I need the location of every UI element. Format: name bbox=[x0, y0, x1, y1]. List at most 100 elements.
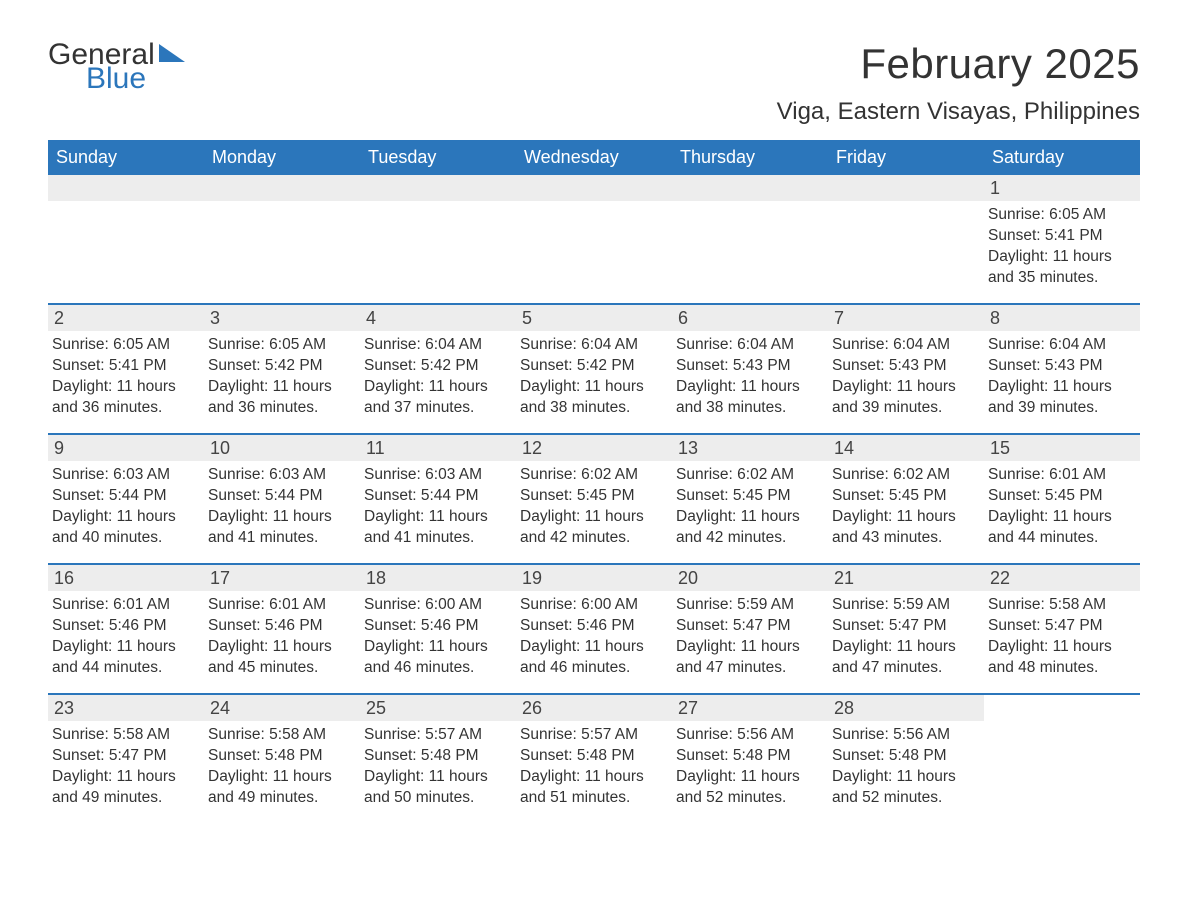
sunset-text: Sunset: 5:47 PM bbox=[832, 616, 978, 637]
day-info: Sunrise: 6:02 AMSunset: 5:45 PMDaylight:… bbox=[828, 461, 984, 553]
daylight-text: Daylight: 11 hours and 46 minutes. bbox=[520, 637, 666, 679]
weekday-cell: Tuesday bbox=[360, 140, 516, 175]
day-cell: 23Sunrise: 5:58 AMSunset: 5:47 PMDayligh… bbox=[48, 695, 204, 823]
sunrise-text: Sunrise: 6:05 AM bbox=[988, 205, 1134, 226]
daylight-text: Daylight: 11 hours and 51 minutes. bbox=[520, 767, 666, 809]
daylight-text: Daylight: 11 hours and 50 minutes. bbox=[364, 767, 510, 809]
sunset-text: Sunset: 5:48 PM bbox=[364, 746, 510, 767]
day-cell: 13Sunrise: 6:02 AMSunset: 5:45 PMDayligh… bbox=[672, 435, 828, 563]
day-number-bar: 2 bbox=[48, 305, 204, 331]
day-number-bar: 23 bbox=[48, 695, 204, 721]
day-info: Sunrise: 6:04 AMSunset: 5:43 PMDaylight:… bbox=[672, 331, 828, 423]
day-info: Sunrise: 6:04 AMSunset: 5:43 PMDaylight:… bbox=[828, 331, 984, 423]
day-cell: 2Sunrise: 6:05 AMSunset: 5:41 PMDaylight… bbox=[48, 305, 204, 433]
daylight-text: Daylight: 11 hours and 35 minutes. bbox=[988, 247, 1134, 289]
calendar: SundayMondayTuesdayWednesdayThursdayFrid… bbox=[48, 140, 1140, 823]
daylight-text: Daylight: 11 hours and 52 minutes. bbox=[676, 767, 822, 809]
daylight-text: Daylight: 11 hours and 36 minutes. bbox=[208, 377, 354, 419]
day-info: Sunrise: 6:04 AMSunset: 5:43 PMDaylight:… bbox=[984, 331, 1140, 423]
day-cell: 5Sunrise: 6:04 AMSunset: 5:42 PMDaylight… bbox=[516, 305, 672, 433]
location: Viga, Eastern Visayas, Philippines bbox=[777, 98, 1140, 126]
day-number-bar: 11 bbox=[360, 435, 516, 461]
day-info: Sunrise: 5:58 AMSunset: 5:48 PMDaylight:… bbox=[204, 721, 360, 813]
day-number-bar: 7 bbox=[828, 305, 984, 331]
day-info: Sunrise: 6:01 AMSunset: 5:46 PMDaylight:… bbox=[204, 591, 360, 683]
sunset-text: Sunset: 5:42 PM bbox=[208, 356, 354, 377]
day-cell: 24Sunrise: 5:58 AMSunset: 5:48 PMDayligh… bbox=[204, 695, 360, 823]
sunset-text: Sunset: 5:43 PM bbox=[676, 356, 822, 377]
day-cell: 12Sunrise: 6:02 AMSunset: 5:45 PMDayligh… bbox=[516, 435, 672, 563]
day-number-bar: 15 bbox=[984, 435, 1140, 461]
daylight-text: Daylight: 11 hours and 44 minutes. bbox=[52, 637, 198, 679]
daylight-text: Daylight: 11 hours and 49 minutes. bbox=[52, 767, 198, 809]
day-cell: 1Sunrise: 6:05 AMSunset: 5:41 PMDaylight… bbox=[984, 175, 1140, 303]
sunset-text: Sunset: 5:48 PM bbox=[676, 746, 822, 767]
daylight-text: Daylight: 11 hours and 41 minutes. bbox=[208, 507, 354, 549]
day-number-bar: 3 bbox=[204, 305, 360, 331]
day-number-bar: 19 bbox=[516, 565, 672, 591]
day-number-bar: 12 bbox=[516, 435, 672, 461]
sunrise-text: Sunrise: 5:59 AM bbox=[676, 595, 822, 616]
day-number-bar: 25 bbox=[360, 695, 516, 721]
day-info: Sunrise: 5:58 AMSunset: 5:47 PMDaylight:… bbox=[984, 591, 1140, 683]
day-cell: 10Sunrise: 6:03 AMSunset: 5:44 PMDayligh… bbox=[204, 435, 360, 563]
sunset-text: Sunset: 5:45 PM bbox=[520, 486, 666, 507]
day-number-bar-empty bbox=[204, 175, 360, 201]
daylight-text: Daylight: 11 hours and 43 minutes. bbox=[832, 507, 978, 549]
weekday-header-row: SundayMondayTuesdayWednesdayThursdayFrid… bbox=[48, 140, 1140, 175]
day-info: Sunrise: 5:57 AMSunset: 5:48 PMDaylight:… bbox=[360, 721, 516, 813]
daylight-text: Daylight: 11 hours and 49 minutes. bbox=[208, 767, 354, 809]
day-cell bbox=[828, 175, 984, 303]
week-row: 9Sunrise: 6:03 AMSunset: 5:44 PMDaylight… bbox=[48, 433, 1140, 563]
day-cell: 3 Sunrise: 6:05 AMSunset: 5:42 PMDaylight… bbox=[204, 305, 360, 433]
sunset-text: Sunset: 5:46 PM bbox=[208, 616, 354, 637]
day-cell: 16Sunrise: 6:01 AMSunset: 5:46 PMDayligh… bbox=[48, 565, 204, 693]
day-cell bbox=[360, 175, 516, 303]
day-cell: 28Sunrise: 5:56 AMSunset: 5:48 PMDayligh… bbox=[828, 695, 984, 823]
sunrise-text: Sunrise: 6:04 AM bbox=[364, 335, 510, 356]
sunrise-text: Sunrise: 5:57 AM bbox=[520, 725, 666, 746]
logo-triangle-icon bbox=[159, 44, 185, 62]
logo-text-block: General Blue bbox=[48, 40, 155, 94]
weekday-cell: Monday bbox=[204, 140, 360, 175]
sunrise-text: Sunrise: 6:05 AM bbox=[208, 335, 354, 356]
day-number-bar: 4 bbox=[360, 305, 516, 331]
day-cell: 21Sunrise: 5:59 AMSunset: 5:47 PMDayligh… bbox=[828, 565, 984, 693]
week-row: 2Sunrise: 6:05 AMSunset: 5:41 PMDaylight… bbox=[48, 303, 1140, 433]
sunrise-text: Sunrise: 6:00 AM bbox=[364, 595, 510, 616]
sunrise-text: Sunrise: 6:04 AM bbox=[520, 335, 666, 356]
sunset-text: Sunset: 5:42 PM bbox=[364, 356, 510, 377]
day-info: Sunrise: 6:04 AMSunset: 5:42 PMDaylight:… bbox=[360, 331, 516, 423]
sunset-text: Sunset: 5:48 PM bbox=[208, 746, 354, 767]
sunset-text: Sunset: 5:47 PM bbox=[988, 616, 1134, 637]
day-info: Sunrise: 6:04 AMSunset: 5:42 PMDaylight:… bbox=[516, 331, 672, 423]
sunset-text: Sunset: 5:47 PM bbox=[52, 746, 198, 767]
day-info: Sunrise: 5:59 AMSunset: 5:47 PMDaylight:… bbox=[672, 591, 828, 683]
week-row: 1Sunrise: 6:05 AMSunset: 5:41 PMDaylight… bbox=[48, 175, 1140, 303]
day-number-bar-empty bbox=[828, 175, 984, 201]
sunset-text: Sunset: 5:44 PM bbox=[52, 486, 198, 507]
day-cell: 20Sunrise: 5:59 AMSunset: 5:47 PMDayligh… bbox=[672, 565, 828, 693]
day-number-bar: 26 bbox=[516, 695, 672, 721]
day-number-bar: 8 bbox=[984, 305, 1140, 331]
day-cell: 19Sunrise: 6:00 AMSunset: 5:46 PMDayligh… bbox=[516, 565, 672, 693]
sunset-text: Sunset: 5:45 PM bbox=[676, 486, 822, 507]
weekday-cell: Thursday bbox=[672, 140, 828, 175]
day-number-bar-empty bbox=[48, 175, 204, 201]
logo-part2: Blue bbox=[86, 64, 155, 94]
day-info: Sunrise: 6:00 AMSunset: 5:46 PMDaylight:… bbox=[516, 591, 672, 683]
sunrise-text: Sunrise: 5:56 AM bbox=[676, 725, 822, 746]
day-cell bbox=[48, 175, 204, 303]
day-number-bar: 9 bbox=[48, 435, 204, 461]
day-number-bar: 21 bbox=[828, 565, 984, 591]
sunset-text: Sunset: 5:48 PM bbox=[832, 746, 978, 767]
day-info: Sunrise: 6:01 AMSunset: 5:45 PMDaylight:… bbox=[984, 461, 1140, 553]
day-number-bar: 17 bbox=[204, 565, 360, 591]
sunset-text: Sunset: 5:46 PM bbox=[364, 616, 510, 637]
sunset-text: Sunset: 5:48 PM bbox=[520, 746, 666, 767]
sunrise-text: Sunrise: 6:05 AM bbox=[52, 335, 198, 356]
daylight-text: Daylight: 11 hours and 48 minutes. bbox=[988, 637, 1134, 679]
sunrise-text: Sunrise: 5:57 AM bbox=[364, 725, 510, 746]
day-cell: 15Sunrise: 6:01 AMSunset: 5:45 PMDayligh… bbox=[984, 435, 1140, 563]
sunrise-text: Sunrise: 5:56 AM bbox=[832, 725, 978, 746]
